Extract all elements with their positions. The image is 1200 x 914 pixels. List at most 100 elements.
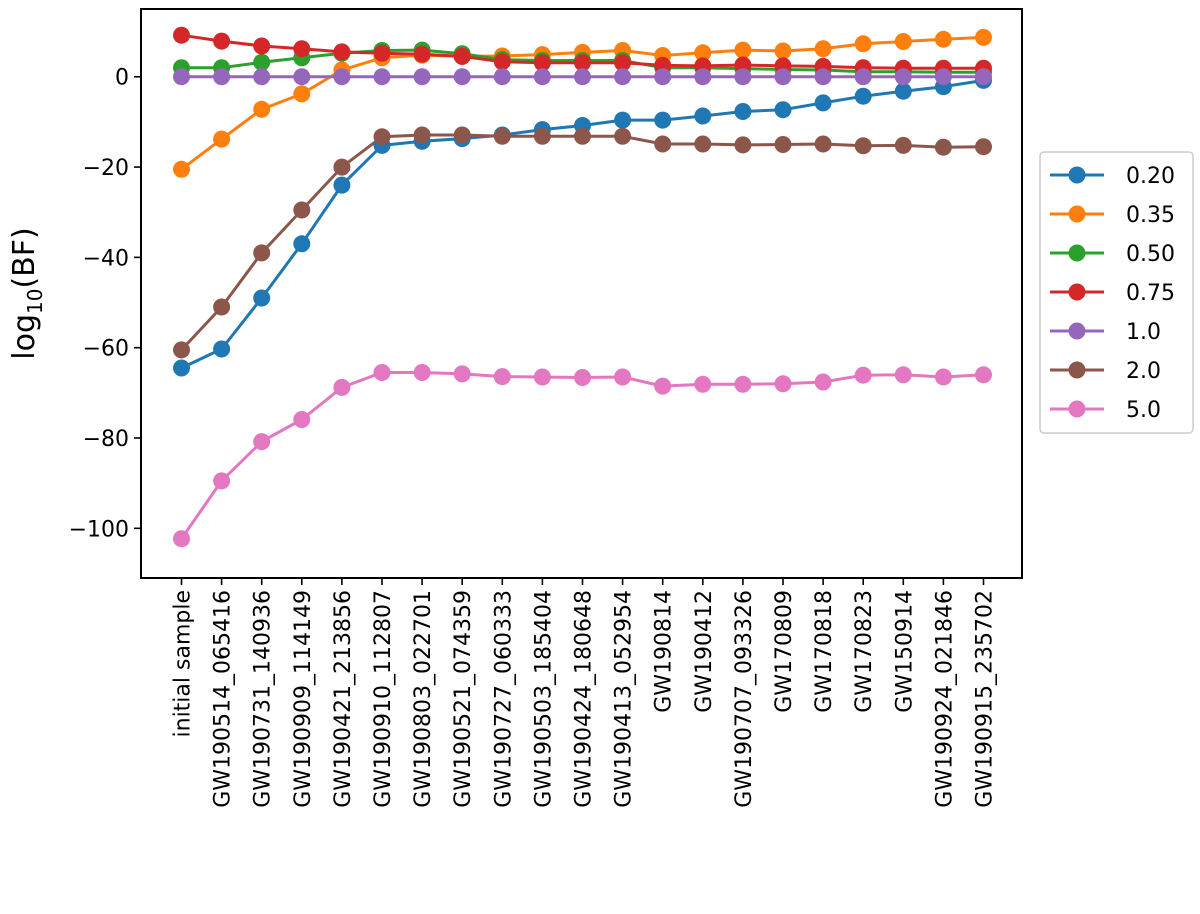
x-tick-label: GW170809	[772, 590, 797, 713]
data-point-0.75-11	[614, 54, 632, 72]
data-point-5.0-15	[774, 375, 792, 393]
data-point-0.35-17	[854, 35, 872, 53]
x-tick-label: GW190731_140936	[251, 590, 276, 808]
data-point-1.0-15	[774, 68, 792, 86]
series-line-5.0	[180, 371, 984, 540]
data-point-1.0-14	[734, 68, 752, 86]
data-point-1.0-20	[975, 68, 992, 86]
data-point-1.0-4	[333, 68, 351, 86]
data-point-0.20-16	[814, 94, 832, 112]
legend-label-1.0: 1.0	[1126, 320, 1161, 345]
data-point-0.35-13	[694, 44, 712, 62]
x-tick-label: GW150914	[892, 590, 917, 713]
data-point-2.0-20	[975, 138, 992, 156]
data-point-2.0-15	[774, 136, 792, 153]
data-point-2.0-7	[453, 126, 471, 144]
y-tick-label: −40	[83, 246, 129, 271]
x-tick-label: GW170823	[852, 590, 877, 713]
data-point-0.75-5	[373, 44, 391, 62]
data-point-2.0-18	[894, 136, 912, 154]
data-point-5.0-0	[173, 530, 190, 548]
x-tick-label: GW190707_093326	[732, 590, 757, 808]
legend-marker-0.35	[1068, 205, 1086, 223]
data-point-1.0-9	[533, 68, 551, 86]
legend-label-5.0: 5.0	[1126, 398, 1161, 423]
legend-marker-1.0	[1068, 322, 1086, 340]
data-point-1.0-2	[253, 68, 271, 86]
data-point-2.0-5	[373, 128, 391, 146]
y-tick-label: −60	[83, 337, 129, 362]
y-axis-label: log10(BF)	[7, 227, 47, 359]
data-point-5.0-18	[894, 366, 912, 384]
x-tick-label: GW190424_180648	[572, 590, 597, 808]
data-point-0.35-3	[293, 85, 311, 103]
data-point-0.75-9	[533, 54, 551, 72]
data-point-5.0-14	[734, 375, 752, 393]
data-point-0.35-1	[213, 130, 231, 148]
data-point-0.20-1	[213, 340, 231, 358]
x-tick-label: GW190924_021846	[932, 590, 957, 808]
data-point-1.0-18	[894, 68, 912, 86]
x-tick-label: GW190514_065416	[211, 590, 236, 808]
data-point-1.0-11	[614, 68, 632, 86]
y-axis-label-suffix: (BF)	[7, 227, 42, 288]
data-point-0.75-10	[574, 54, 591, 72]
data-point-1.0-10	[574, 68, 591, 86]
series-lines	[180, 33, 984, 540]
data-point-5.0-5	[373, 364, 391, 381]
data-point-5.0-16	[814, 373, 832, 391]
y-tick-label: 0	[115, 66, 129, 91]
data-point-0.75-14	[734, 56, 752, 74]
x-tick-label: GW190413_052954	[612, 590, 637, 808]
y-tick-label: −80	[83, 427, 129, 452]
x-axis: initial sample GW190514_065416 GW190731_14…	[171, 578, 998, 808]
x-tick-label: GW190910_112807	[371, 590, 396, 808]
data-point-0.20-11	[614, 111, 632, 129]
data-point-0.20-18	[894, 82, 912, 100]
data-point-1.0-12	[654, 68, 672, 86]
x-tick-label: GW190814	[652, 590, 677, 713]
legend-label-2.0: 2.0	[1126, 359, 1161, 384]
data-point-2.0-14	[734, 136, 752, 154]
plot-frame	[140, 8, 1023, 579]
data-point-2.0-8	[493, 127, 511, 145]
legend: 0.20 0.35 0.50 0.75 1.0 2.0 5.0	[1039, 151, 1194, 434]
data-point-2.0-12	[654, 135, 672, 153]
data-point-5.0-20	[975, 366, 992, 384]
data-point-2.0-0	[173, 341, 190, 359]
data-point-5.0-6	[413, 364, 431, 381]
data-point-0.75-2	[253, 37, 271, 55]
data-point-2.0-1	[213, 298, 231, 316]
x-tick-label: GW190727_060333	[491, 590, 516, 808]
data-point-1.0-7	[453, 68, 471, 86]
data-point-0.20-14	[734, 103, 752, 120]
data-point-5.0-19	[934, 368, 952, 386]
legend-label-0.75: 0.75	[1126, 281, 1175, 306]
data-point-0.20-3	[293, 235, 311, 253]
data-point-5.0-3	[293, 411, 311, 428]
x-tick-label: GW190421_213856	[331, 590, 356, 808]
data-point-5.0-17	[854, 366, 872, 384]
legend-label-0.35: 0.35	[1126, 203, 1175, 228]
data-point-0.75-3	[293, 40, 311, 58]
data-point-2.0-10	[574, 127, 591, 145]
x-tick-label: GW190521_074359	[451, 590, 476, 808]
data-point-0.35-19	[934, 30, 952, 48]
data-point-5.0-4	[333, 378, 351, 396]
data-point-5.0-11	[614, 368, 632, 386]
data-point-5.0-7	[453, 365, 471, 383]
x-tick-label: GW190412	[692, 590, 717, 713]
data-point-5.0-10	[574, 369, 591, 386]
legend-label-0.50: 0.50	[1126, 242, 1175, 267]
x-tick-label: GW190909_114149	[291, 590, 316, 808]
data-point-0.35-16	[814, 40, 832, 58]
data-point-0.20-15	[774, 101, 792, 119]
y-tick-label: −100	[69, 517, 129, 542]
x-tick-label: GW170818	[812, 590, 837, 713]
y-tick-label: −20	[83, 156, 129, 181]
data-point-5.0-13	[694, 375, 712, 393]
data-point-0.20-17	[854, 87, 872, 105]
x-tick-label: GW190503_185404	[531, 590, 556, 808]
data-point-0.50-2	[253, 53, 271, 71]
data-point-0.35-15	[774, 42, 792, 60]
